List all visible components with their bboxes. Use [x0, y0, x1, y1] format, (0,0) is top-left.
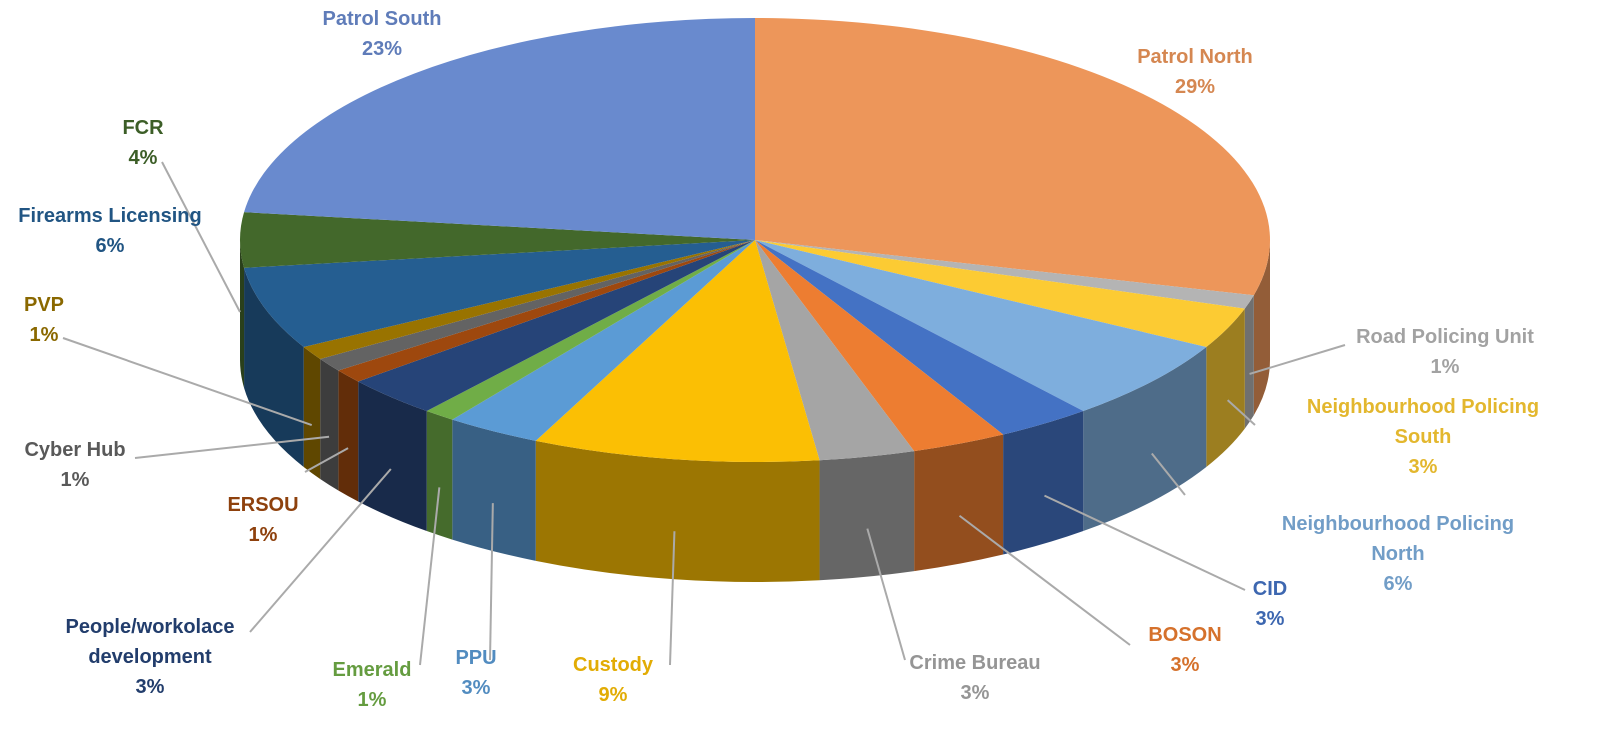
- data-label: Road Policing Unit 1%: [1356, 322, 1534, 382]
- value-label: 4%: [128, 147, 158, 169]
- value-label: 3%: [135, 676, 165, 698]
- value-label: 6%: [95, 235, 125, 257]
- slice: [320, 240, 755, 371]
- category-label: Crime Bureau: [909, 652, 1041, 674]
- slice: [240, 212, 756, 268]
- leader-line: [1249, 344, 1346, 375]
- slice: [755, 240, 1254, 309]
- slice: [755, 240, 1084, 435]
- category-label: Road Policing Unit: [1356, 326, 1534, 348]
- category-label: People/workolace development: [65, 616, 235, 668]
- data-label: Crime Bureau 3%: [909, 648, 1040, 708]
- value-label: 23%: [361, 38, 403, 60]
- slice: [755, 240, 1004, 452]
- data-label: Cyber Hub 1%: [24, 435, 125, 495]
- leader-line: [866, 528, 906, 661]
- category-label: Emerald: [332, 659, 412, 681]
- leader-line: [249, 468, 392, 633]
- category-label: PPU: [455, 647, 497, 669]
- slice: [535, 240, 820, 462]
- slice: [755, 240, 915, 461]
- category-label: Cyber Hub: [24, 439, 126, 461]
- data-label: BOSON 3%: [1148, 620, 1221, 680]
- slice: [452, 240, 755, 441]
- value-label: 1%: [248, 524, 278, 546]
- data-label: Neighbourhood Policing North 6%: [1263, 509, 1533, 599]
- slice: [755, 18, 1270, 296]
- value-label: 9%: [598, 684, 628, 706]
- slice-side: [426, 411, 453, 540]
- value-label: 1%: [29, 324, 59, 346]
- category-label: Patrol North: [1137, 46, 1253, 68]
- slice: [303, 240, 755, 359]
- category-label: Neighbourhood Policing South: [1306, 396, 1540, 448]
- value-label: 3%: [1170, 654, 1200, 676]
- slice-side: [1244, 295, 1254, 429]
- leader-line: [1044, 494, 1246, 591]
- category-label: CID: [1252, 578, 1288, 600]
- data-label: Patrol South 23%: [323, 4, 442, 64]
- data-label: Neighbourhood Policing South 3%: [1288, 392, 1558, 482]
- slice-side: [452, 419, 536, 561]
- leader-line: [1226, 399, 1256, 426]
- data-label: PVP 1%: [24, 290, 64, 350]
- data-label: Firearms Licensing 6%: [18, 201, 201, 261]
- leader-line: [958, 514, 1131, 646]
- slice: [358, 240, 755, 412]
- leader-line: [1151, 452, 1186, 496]
- category-label: PVP: [23, 294, 65, 316]
- slice: [244, 240, 756, 347]
- slice: [755, 240, 1245, 347]
- category-label: BOSON: [1148, 624, 1222, 646]
- data-label: People/workolace development 3%: [45, 612, 255, 702]
- value-label: 3%: [960, 682, 990, 704]
- value-label: 6%: [1383, 573, 1413, 595]
- slice-side: [358, 381, 427, 532]
- leader-line: [304, 447, 349, 473]
- value-label: 3%: [1408, 456, 1438, 478]
- leader-line: [134, 435, 330, 459]
- slice-side: [240, 240, 245, 388]
- leader-line: [489, 503, 494, 661]
- category-label: ERSOU: [227, 494, 299, 516]
- slice-side: [914, 434, 1004, 572]
- data-label: Custody 9%: [573, 650, 653, 710]
- leader-line: [161, 161, 241, 313]
- data-label: FCR 4%: [122, 113, 163, 173]
- leader-line: [62, 337, 313, 426]
- slice: [755, 240, 1207, 412]
- data-label: PPU 3%: [455, 643, 496, 703]
- category-label: Patrol South: [322, 8, 442, 30]
- slice-side: [320, 358, 339, 491]
- slice-side: [535, 440, 820, 582]
- data-label: Emerald 1%: [333, 655, 412, 715]
- slice: [338, 240, 755, 382]
- slice-side: [1206, 308, 1245, 467]
- slice-side: [1083, 346, 1207, 532]
- category-label: Neighbourhood Policing North: [1281, 513, 1515, 565]
- leader-line: [419, 487, 441, 666]
- slice: [426, 240, 755, 420]
- value-label: 3%: [1255, 608, 1285, 630]
- slice-side: [303, 346, 321, 479]
- value-label: 3%: [461, 677, 491, 699]
- category-label: Custody: [573, 654, 653, 676]
- value-label: 1%: [60, 469, 90, 491]
- value-label: 29%: [1174, 76, 1216, 98]
- slice-side: [338, 370, 359, 502]
- value-label: 1%: [357, 689, 387, 711]
- data-label: ERSOU 1%: [227, 490, 298, 550]
- data-label: Patrol North 29%: [1137, 42, 1253, 102]
- leader-line: [669, 531, 676, 666]
- category-label: FCR: [122, 117, 164, 139]
- slice-side: [1003, 411, 1084, 555]
- slice: [244, 18, 756, 240]
- slice-side: [819, 451, 915, 581]
- value-label: 1%: [1430, 356, 1460, 378]
- data-label: CID 3%: [1253, 574, 1287, 634]
- category-label: Firearms Licensing: [18, 205, 202, 227]
